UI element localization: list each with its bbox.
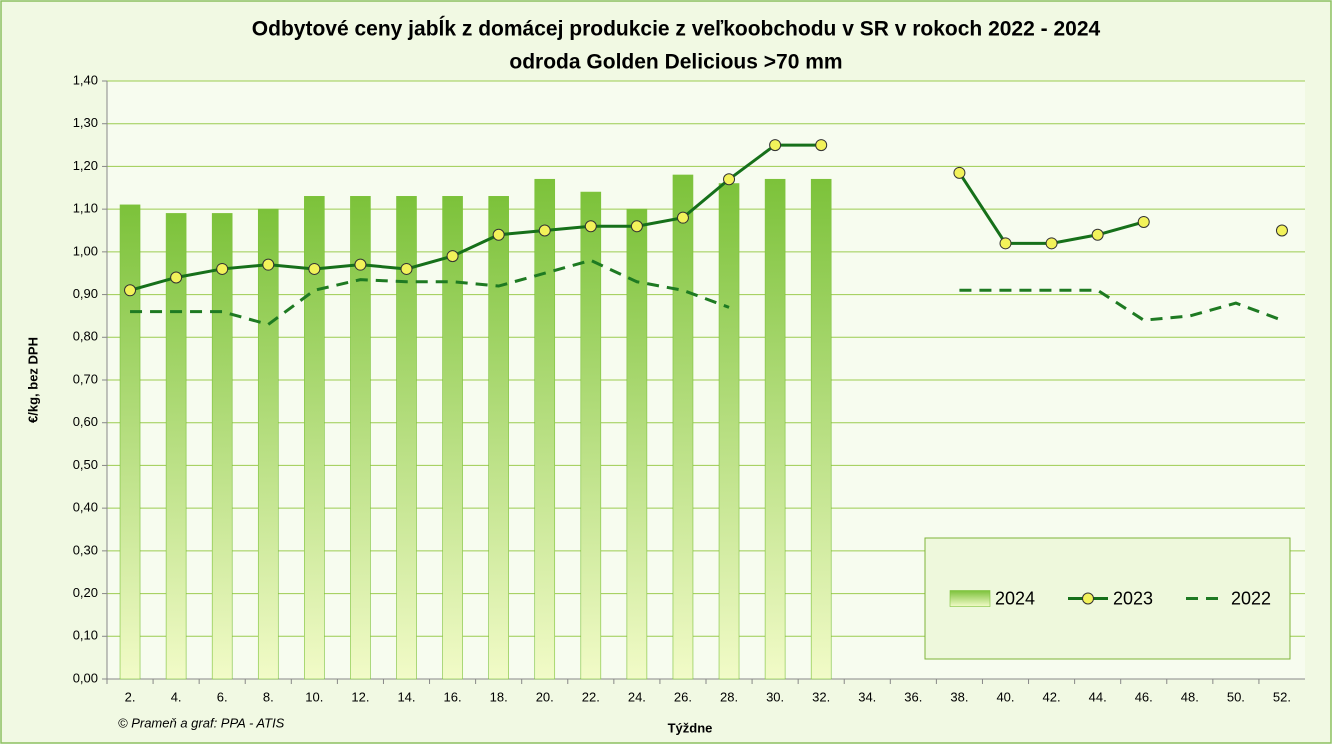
x-tick-label: 16. xyxy=(444,689,462,704)
y-tick-label: 0,00 xyxy=(73,670,98,685)
bar xyxy=(211,213,233,680)
x-tick-label: 30. xyxy=(766,689,784,704)
y-tick-label: 1,00 xyxy=(73,243,98,258)
x-tick-label: 52. xyxy=(1273,689,1291,704)
bar xyxy=(626,208,648,680)
line-marker xyxy=(170,271,183,284)
line-marker xyxy=(124,284,137,297)
x-tick-label: 40. xyxy=(996,689,1014,704)
y-tick-label: 0,60 xyxy=(73,414,98,429)
bar xyxy=(350,196,371,680)
line-marker xyxy=(492,228,505,241)
x-tick-label: 22. xyxy=(582,689,600,704)
x-tick-label: 28. xyxy=(720,689,738,704)
x-tick-label: 44. xyxy=(1089,689,1107,704)
y-tick-label: 1,20 xyxy=(73,158,98,173)
line-marker xyxy=(769,139,782,152)
x-tick-label: 4. xyxy=(171,689,182,704)
line-marker xyxy=(538,224,551,237)
bar xyxy=(119,204,141,680)
bar xyxy=(810,178,832,680)
y-tick-label: 0,90 xyxy=(73,286,98,301)
x-tick-label: 12. xyxy=(351,689,369,704)
line-marker xyxy=(446,250,459,263)
line-marker xyxy=(354,258,367,271)
x-tick-label: 32. xyxy=(812,689,830,704)
line-marker xyxy=(1091,228,1104,241)
source-note: © Prameň a graf: PPA - ATIS xyxy=(118,715,285,730)
line-series xyxy=(130,258,1283,327)
line-marker xyxy=(216,262,229,275)
line-marker xyxy=(1045,237,1058,250)
y-tick-label: 1,30 xyxy=(73,115,98,130)
y-axis-title: €/kg, bez DPH xyxy=(25,337,40,423)
x-tick-label: 24. xyxy=(628,689,646,704)
line-marker xyxy=(400,262,413,275)
line-marker xyxy=(308,262,321,275)
x-tick-label: 20. xyxy=(536,689,554,704)
legend-swatch xyxy=(949,590,991,607)
bar xyxy=(304,196,325,680)
line-marker xyxy=(815,139,828,152)
bar xyxy=(580,191,602,680)
chart-subtitle: odroda Golden Delicious >70 mm xyxy=(509,51,842,74)
y-tick-label: 0,30 xyxy=(73,542,98,557)
line-marker xyxy=(630,220,643,233)
bar xyxy=(672,174,694,680)
bar xyxy=(488,196,509,680)
x-axis-title: Týždne xyxy=(668,720,713,735)
chart-title: Odbytové ceny jabĺk z domácej produkcie … xyxy=(252,17,1101,41)
x-tick-label: 14. xyxy=(397,689,415,704)
bar xyxy=(764,178,786,680)
y-tick-label: 0,80 xyxy=(73,329,98,344)
line-marker xyxy=(584,220,597,233)
legend-label: 2023 xyxy=(1113,588,1153,608)
x-tick-label: 8. xyxy=(263,689,274,704)
legend-marker xyxy=(1082,592,1094,605)
y-tick-label: 0,20 xyxy=(73,585,98,600)
y-tick-label: 1,40 xyxy=(73,72,98,87)
bar xyxy=(718,183,740,680)
line-marker xyxy=(1137,215,1150,228)
legend-label: 2024 xyxy=(995,588,1035,608)
x-tick-label: 36. xyxy=(904,689,922,704)
x-tick-label: 6. xyxy=(217,689,228,704)
x-tick-label: 26. xyxy=(674,689,692,704)
line-marker xyxy=(999,237,1012,250)
bar xyxy=(257,208,279,680)
y-tick-label: 0,10 xyxy=(73,628,98,643)
y-tick-label: 0,40 xyxy=(73,500,98,515)
bar xyxy=(442,196,463,680)
x-tick-label: 18. xyxy=(490,689,508,704)
x-tick-label: 46. xyxy=(1135,689,1153,704)
bar xyxy=(534,178,556,680)
y-tick-label: 0,50 xyxy=(73,457,98,472)
line-marker xyxy=(676,211,689,224)
x-tick-label: 38. xyxy=(950,689,968,704)
x-tick-label: 48. xyxy=(1181,689,1199,704)
line-marker xyxy=(723,173,736,186)
x-tick-label: 50. xyxy=(1227,689,1245,704)
x-tick-label: 2. xyxy=(125,689,136,704)
x-tick-label: 42. xyxy=(1043,689,1061,704)
line-marker xyxy=(953,166,966,179)
x-tick-label: 34. xyxy=(858,689,876,704)
y-tick-label: 1,10 xyxy=(73,201,98,216)
x-tick-label: 10. xyxy=(305,689,323,704)
line-marker xyxy=(262,258,275,271)
bar xyxy=(396,196,417,680)
y-tick-label: 0,70 xyxy=(73,371,98,386)
bar xyxy=(165,213,187,680)
legend-label: 2022 xyxy=(1231,588,1271,608)
line-marker xyxy=(1275,224,1288,237)
